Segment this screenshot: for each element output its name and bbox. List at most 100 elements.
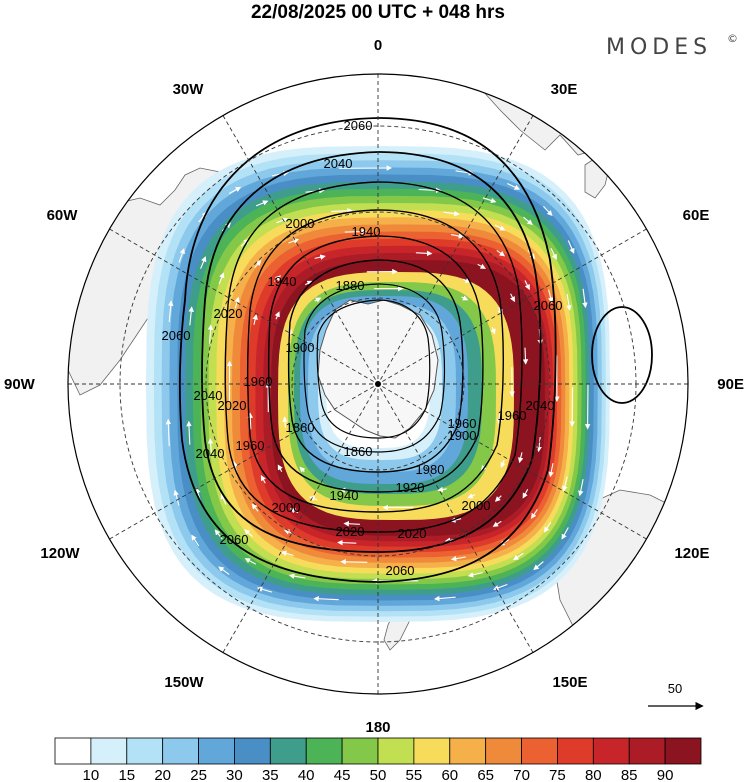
- contour-label-2020: 2020: [214, 306, 243, 321]
- colorbar-swatch: [485, 737, 522, 765]
- colorbar-tick-label: 15: [118, 767, 135, 782]
- contour-label-1960: 1960: [236, 438, 265, 453]
- wind-vector-arrow: [207, 438, 214, 456]
- colorbar-tick-label: 20: [154, 767, 171, 782]
- wind-vector-arrow: [450, 555, 466, 562]
- wind-vector-arrow: [314, 254, 326, 260]
- colorbar-swatch: [628, 737, 666, 765]
- wind-vector-arrow: [314, 297, 322, 303]
- contour-label-1960: 1960: [244, 374, 273, 389]
- wind-vector-arrow: [244, 558, 257, 565]
- contour-2000: [247, 209, 504, 513]
- wind-vector-arrow: [437, 486, 447, 493]
- contour-label: 1920: [396, 480, 425, 495]
- contour-label-1980: 1980: [416, 462, 445, 477]
- wind-speed-bands: [146, 146, 610, 622]
- colorbar-tick-label: 25: [190, 767, 207, 782]
- contour-label: 1960: [236, 438, 265, 453]
- contour-label-2020: 2020: [398, 526, 427, 541]
- contour-label: 1960: [498, 408, 527, 423]
- contour-2060: [178, 117, 557, 583]
- wind-vector-arrow: [188, 306, 194, 326]
- contour-2020: [224, 181, 523, 533]
- colorbar-swatch: [449, 737, 487, 765]
- lon-label-30e: 30E: [551, 81, 578, 98]
- contour-label: 2040: [324, 156, 353, 171]
- wind-vector-arrow: [494, 495, 502, 502]
- map-border: [67, 73, 689, 695]
- colorbar-swatch: [198, 737, 235, 765]
- lon-label-60e: 60E: [683, 207, 710, 224]
- wind-vector-arrow: [522, 489, 529, 499]
- wind-vector-arrow: [451, 233, 465, 239]
- wind-vector-arrow: [562, 476, 568, 492]
- lon-label-60w: 60W: [47, 207, 79, 224]
- colorbar-swatch: [269, 737, 307, 765]
- brand-logo: MODES: [606, 35, 712, 60]
- colorbar-swatch: [377, 737, 415, 765]
- colorbar-tick-label: 35: [262, 767, 279, 782]
- wind-vector-arrow: [218, 272, 225, 285]
- wind-vector-arrow: [550, 248, 557, 260]
- wind-vector-arrow: [524, 280, 530, 291]
- wind-vector-arrow: [443, 210, 460, 217]
- wind-vector-arrow: [340, 559, 368, 565]
- wind-vector-arrow: [344, 228, 367, 235]
- wind-vector-arrow: [282, 416, 288, 428]
- wind-vector-arrow: [415, 250, 433, 257]
- lon-label-150w: 150W: [164, 674, 204, 691]
- contour-label-2020: 2020: [218, 398, 247, 413]
- colorbar-tick-label: 40: [298, 767, 315, 782]
- contour-label: 1940: [268, 274, 297, 289]
- wind-vector-arrow: [523, 216, 533, 226]
- wind-vector-arrow: [509, 293, 515, 303]
- wind-vector-arrow: [191, 534, 200, 547]
- colorbar-swatch: [592, 737, 630, 765]
- wind-vector-arrow: [533, 561, 544, 571]
- lon-label-30w: 30W: [173, 81, 205, 98]
- colorbar-tick-label: 60: [441, 767, 458, 782]
- wind-vector-arrow: [543, 521, 552, 533]
- colorbar-tick-label: 85: [621, 767, 638, 782]
- wind-vector-arrow: [567, 240, 575, 254]
- colorbar-tick-label: 30: [226, 767, 243, 782]
- lon-label-180: 180: [365, 719, 390, 736]
- contour-label-1880: 1880: [336, 278, 365, 293]
- colorbar-swatch: [162, 737, 199, 765]
- colorbar-tick-label: 80: [585, 767, 602, 782]
- colorbar-tick-label: 70: [513, 767, 530, 782]
- wind-vector-arrow: [220, 493, 227, 505]
- wind-vector-arrow: [200, 256, 207, 269]
- contour-label: 1900: [286, 340, 315, 355]
- wind-vector-arrow: [167, 300, 174, 322]
- wind-vector-arrow: [494, 224, 506, 231]
- contour-label: 2060: [386, 563, 415, 578]
- colorbar-tick-label: 90: [657, 767, 674, 782]
- wind-vector-arrow: [251, 503, 259, 512]
- contour-label: 2060: [220, 532, 249, 547]
- contour-label: 1980: [416, 462, 445, 477]
- contour-label: 1940: [352, 224, 381, 239]
- wind-vector-arrow: [496, 249, 506, 257]
- contour-closed-east: [591, 306, 653, 404]
- contour-label: 1960: [448, 416, 477, 431]
- wind-vector-arrow: [165, 418, 172, 447]
- lon-label-90e: 90E: [717, 376, 744, 393]
- contour-label: 1960: [244, 374, 273, 389]
- wind-vector-arrow: [482, 197, 497, 204]
- wind-vector-arrow: [467, 572, 483, 578]
- contour-label-2060: 2060: [534, 298, 563, 313]
- contour-label-1960: 1960: [498, 408, 527, 423]
- wind-vector-arrow: [496, 412, 503, 425]
- wind-vector-arrow: [280, 550, 294, 557]
- vector-reference-label: 50: [668, 681, 682, 696]
- wind-vector-arrow: [255, 200, 269, 207]
- colorbar-tick-label: 55: [406, 767, 423, 782]
- contour-label-2000: 2000: [286, 216, 315, 231]
- colorbar-tick-label: 45: [334, 767, 351, 782]
- contour-label: 2060: [344, 118, 373, 133]
- wind-vector-arrow: [228, 186, 242, 195]
- wind-vector-arrow: [240, 238, 250, 247]
- contour-label-2040: 2040: [194, 388, 223, 403]
- wind-vector-arrow: [490, 327, 496, 335]
